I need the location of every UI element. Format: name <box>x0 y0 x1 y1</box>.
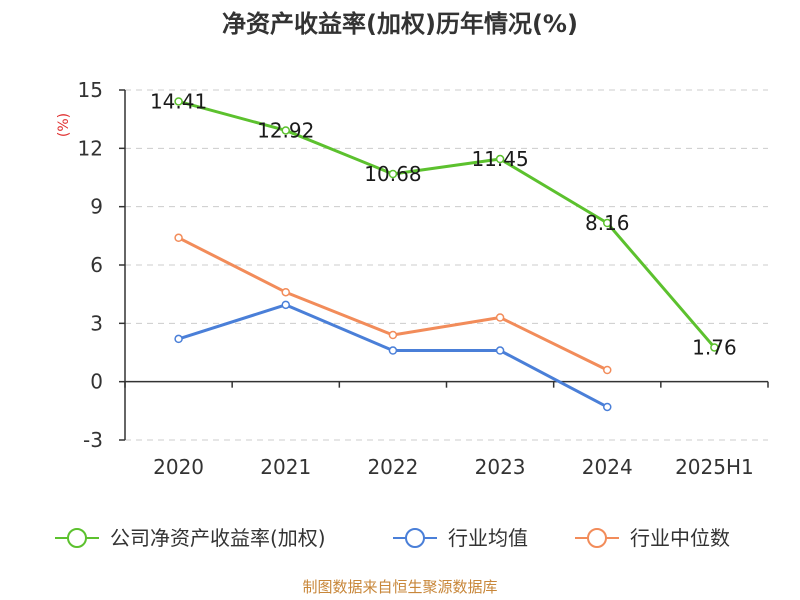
legend-label: 公司净资产收益率(加权) <box>110 526 326 550</box>
data-point <box>388 346 398 355</box>
x-tick-label: 2025H1 <box>675 455 754 479</box>
data-point <box>710 343 719 352</box>
data-point <box>174 334 183 344</box>
data-point <box>388 169 398 179</box>
data-point <box>174 97 183 106</box>
series-line-0 <box>178 100 716 349</box>
axes: 15 12 9 6 3 0 -3 2020 2021 2022 2023 2024 2025H1 (%) <box>56 78 769 479</box>
legend-marker <box>587 528 607 548</box>
y-tick-label: 0 <box>90 370 103 394</box>
y-axis-label: (%) <box>56 113 72 137</box>
data-labels: 14.41 12.92 10.68 11.45 8.16 1.76 <box>150 89 737 359</box>
x-tick-label: 2020 <box>153 455 204 479</box>
data-point <box>495 346 505 355</box>
y-tick-label: 15 <box>78 78 103 102</box>
y-tick-label: 9 <box>90 195 103 219</box>
source-note: 制图数据来自恒生聚源数据库 <box>302 578 497 596</box>
data-point <box>495 154 505 164</box>
grid <box>125 89 768 441</box>
x-tick-label: 2021 <box>260 455 311 479</box>
y-tick-label: 3 <box>90 311 103 335</box>
legend: 公司净资产收益率(加权) 行业均值 行业中位数 <box>55 526 730 550</box>
legend-marker <box>67 528 87 548</box>
data-point <box>603 365 612 375</box>
legend-label: 行业均值 <box>448 526 528 550</box>
y-tick-label: 12 <box>78 136 103 160</box>
series <box>174 97 719 412</box>
data-point <box>603 218 612 228</box>
data-point <box>495 313 505 322</box>
data-label: 11.45 <box>471 147 528 171</box>
x-tick-label: 2022 <box>367 455 418 479</box>
data-label: 14.41 <box>150 89 207 113</box>
legend-marker <box>405 528 425 548</box>
legend-label: 行业中位数 <box>630 526 730 550</box>
data-label: 12.92 <box>257 118 314 142</box>
y-tick-label: 6 <box>90 253 103 277</box>
data-point <box>281 300 290 310</box>
data-point <box>603 402 612 412</box>
x-tick-label: 2023 <box>475 455 526 479</box>
data-point <box>388 330 398 340</box>
data-label: 1.76 <box>692 335 737 359</box>
chart-title: 净资产收益率(加权)历年情况(%) <box>222 10 578 38</box>
y-tick-label: -3 <box>83 428 103 452</box>
series-line-1 <box>178 303 608 409</box>
data-label: 8.16 <box>585 211 630 235</box>
x-tick-label: 2024 <box>582 455 633 479</box>
data-point <box>281 126 290 135</box>
data-point <box>174 233 183 243</box>
data-point <box>281 287 290 297</box>
data-label: 10.68 <box>364 162 421 186</box>
